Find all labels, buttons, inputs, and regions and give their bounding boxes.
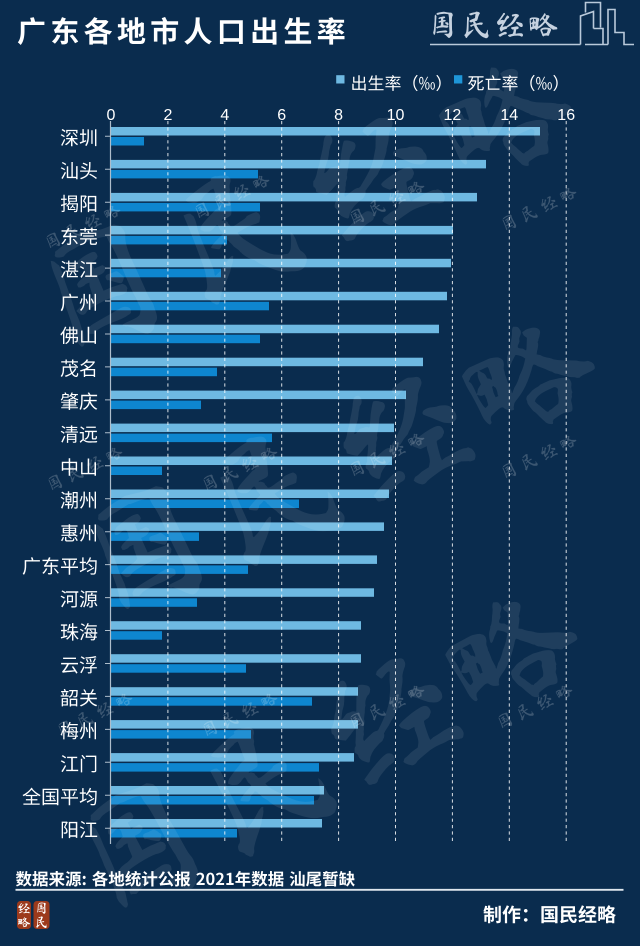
svg-text:10: 10 [387, 107, 405, 124]
svg-text:14: 14 [500, 107, 518, 124]
svg-text:0: 0 [107, 107, 116, 124]
svg-text:4: 4 [220, 107, 229, 124]
svg-text:8: 8 [334, 107, 343, 124]
svg-text:6: 6 [277, 107, 286, 124]
svg-text:2: 2 [163, 107, 172, 124]
svg-text:16: 16 [557, 107, 575, 124]
svg-text:12: 12 [444, 107, 462, 124]
